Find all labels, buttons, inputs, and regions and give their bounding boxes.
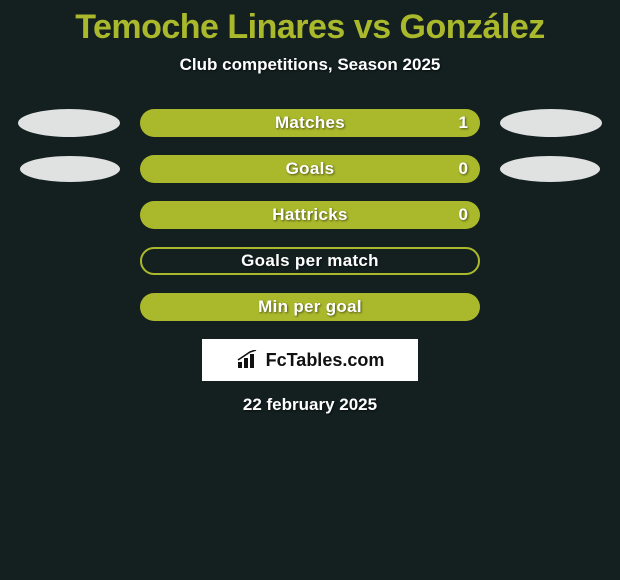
brand-badge: FcTables.com bbox=[202, 339, 418, 381]
stat-bar: Goals per match bbox=[140, 247, 480, 275]
stat-value: 1 bbox=[459, 113, 468, 133]
stat-bar: Min per goal bbox=[140, 293, 480, 321]
right-ellipse bbox=[500, 109, 602, 137]
stat-label: Min per goal bbox=[258, 297, 362, 317]
stat-value: 0 bbox=[459, 159, 468, 179]
stat-row-goals: Goals 0 bbox=[0, 155, 620, 183]
right-ellipse bbox=[500, 156, 600, 182]
stat-bar: Hattricks 0 bbox=[140, 201, 480, 229]
stat-row-goals-per-match: Goals per match bbox=[0, 247, 620, 275]
stat-row-hattricks: Hattricks 0 bbox=[0, 201, 620, 229]
brand-text: FcTables.com bbox=[266, 350, 385, 371]
stat-value: 0 bbox=[459, 205, 468, 225]
stat-label: Goals per match bbox=[241, 251, 379, 271]
subtitle: Club competitions, Season 2025 bbox=[0, 55, 620, 75]
left-ellipse bbox=[18, 109, 120, 137]
stat-label: Hattricks bbox=[272, 205, 347, 225]
stat-bar: Matches 1 bbox=[140, 109, 480, 137]
stat-label: Goals bbox=[286, 159, 335, 179]
stat-bar: Goals 0 bbox=[140, 155, 480, 183]
stat-row-min-per-goal: Min per goal bbox=[0, 293, 620, 321]
left-ellipse bbox=[20, 156, 120, 182]
date-label: 22 february 2025 bbox=[0, 395, 620, 415]
page-title: Temoche Linares vs González bbox=[0, 0, 620, 47]
stat-rows: Matches 1 Goals 0 Hattricks 0 Goals per … bbox=[0, 109, 620, 321]
bar-chart-icon bbox=[236, 350, 260, 370]
stat-label: Matches bbox=[275, 113, 345, 133]
stat-row-matches: Matches 1 bbox=[0, 109, 620, 137]
